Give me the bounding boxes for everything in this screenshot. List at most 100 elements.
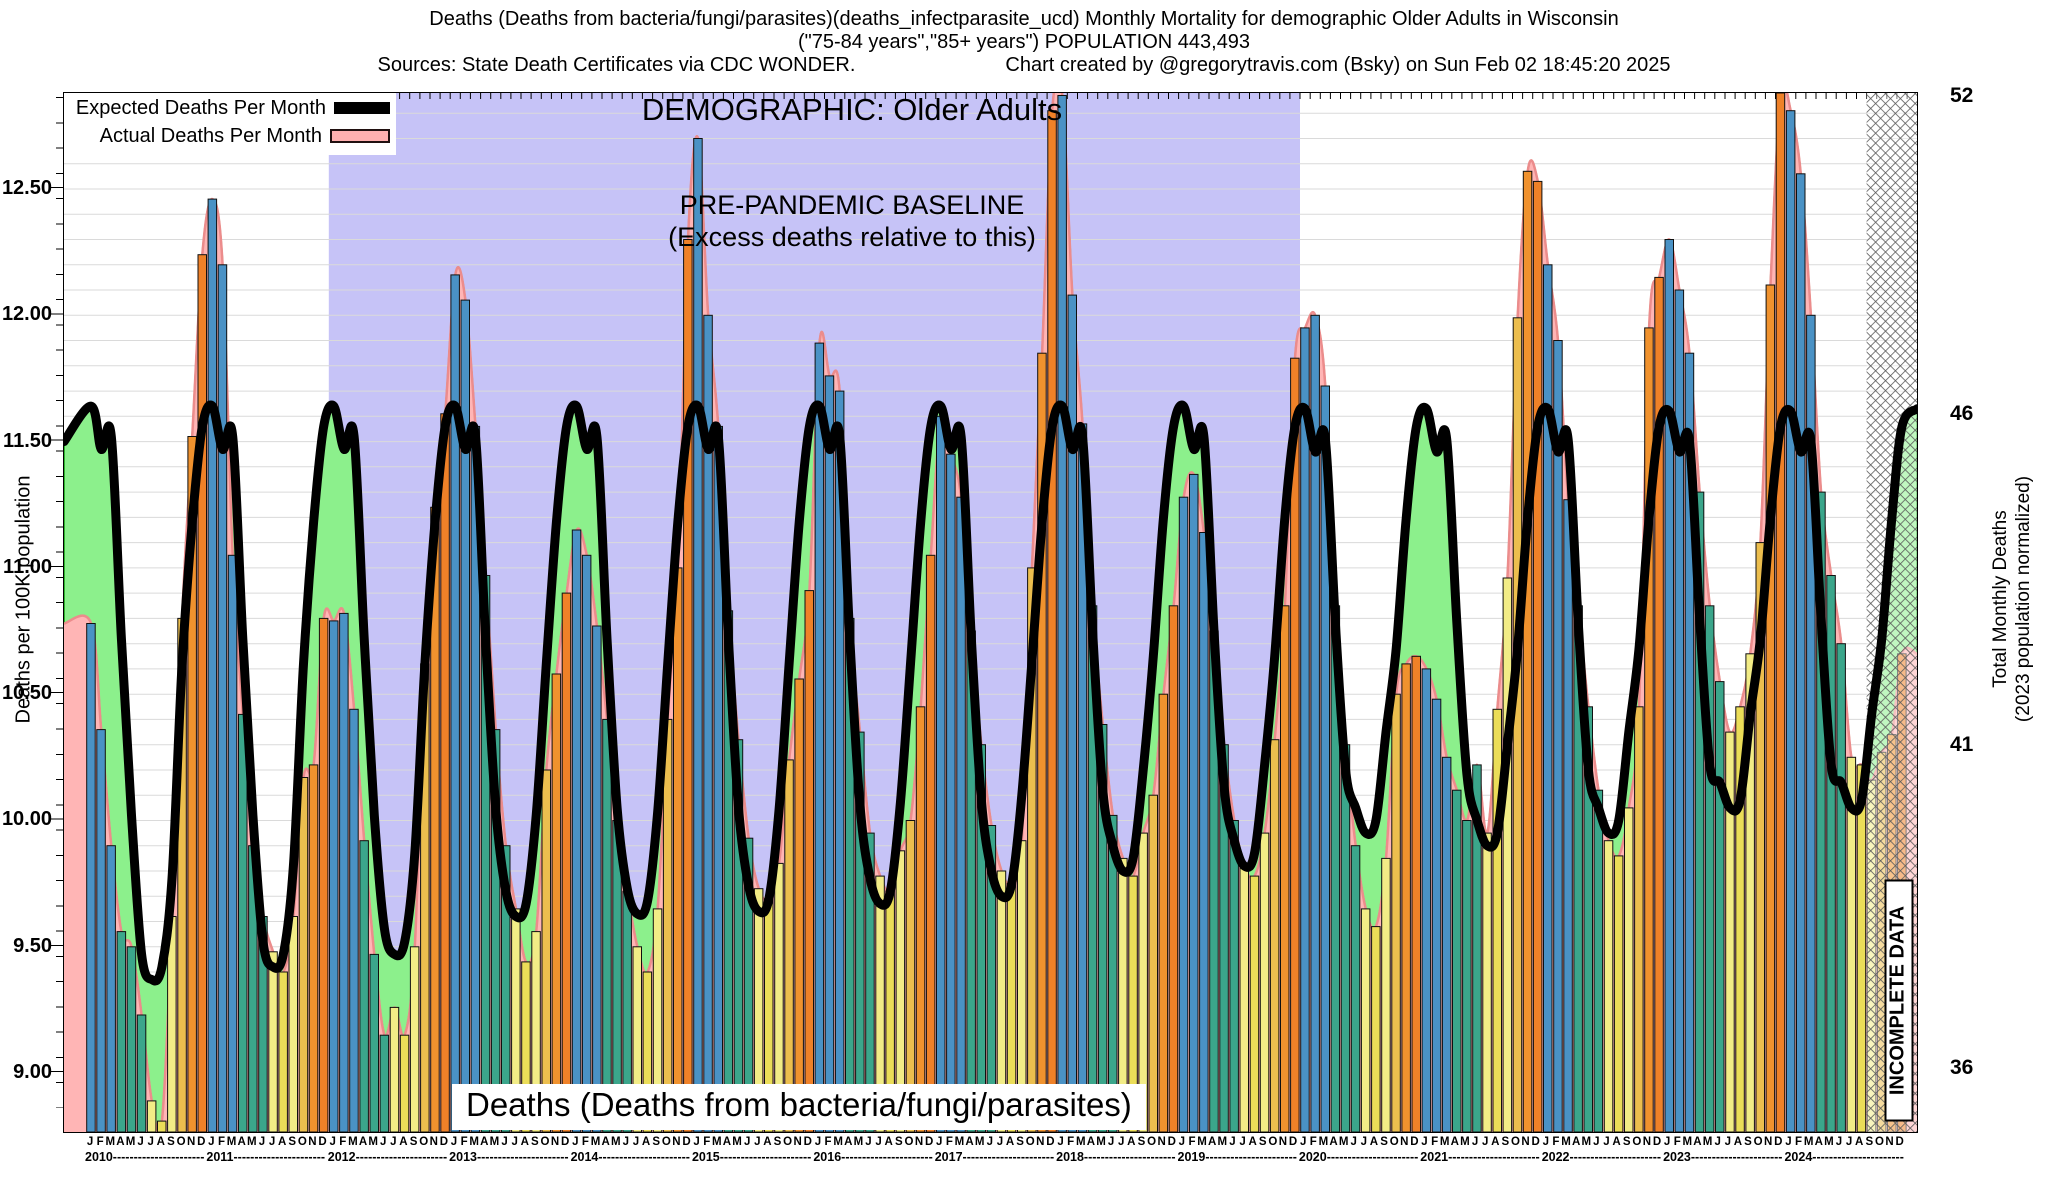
month-letter: F — [96, 1136, 104, 1148]
month-letter: O — [1753, 1136, 1763, 1148]
bar-2013-Oct — [541, 769, 551, 1133]
bar-2019-Jun — [1229, 820, 1239, 1133]
month-letter: S — [1744, 1136, 1752, 1148]
bar-2012-Aug — [399, 1034, 410, 1133]
month-letter: J — [1057, 1136, 1064, 1148]
month-letter: F — [824, 1136, 832, 1148]
bar-2017-Jan — [936, 415, 946, 1133]
right-axis-label-52: 52 — [1950, 83, 1974, 107]
month-letter: J — [986, 1136, 993, 1148]
month-letter: J — [754, 1136, 761, 1148]
month-letter: N — [429, 1136, 438, 1148]
month-letter: D — [1167, 1136, 1176, 1148]
month-letter: M — [1439, 1136, 1450, 1148]
bar-2014-Jan — [571, 529, 582, 1133]
month-letter: J — [380, 1136, 387, 1148]
bar-2017-Feb — [946, 453, 956, 1133]
bar-2012-Sep — [409, 946, 420, 1133]
bar-2021-Apr — [1452, 789, 1462, 1133]
bar-2012-Apr — [359, 840, 369, 1133]
month-letter: F — [581, 1136, 589, 1148]
month-letter: D — [1531, 1136, 1540, 1148]
month-letter: J — [743, 1136, 751, 1148]
month-letter: A — [1855, 1136, 1864, 1148]
month-letter: M — [469, 1136, 479, 1148]
month-letter: M — [1075, 1136, 1086, 1148]
bar-2022-Jan — [1543, 264, 1553, 1133]
month-letter: D — [439, 1136, 449, 1148]
bar-2023-Jun — [1715, 681, 1725, 1133]
bar-2011-Nov — [308, 764, 319, 1133]
month-letter: A — [641, 1136, 651, 1148]
baseline-annotation-title: PRE-PANDEMIC BASELINE — [679, 190, 1025, 220]
month-letter: J — [1663, 1136, 1671, 1148]
month-letter: N — [550, 1136, 560, 1148]
month-letter: F — [1309, 1136, 1317, 1148]
month-letter: N — [1521, 1136, 1530, 1148]
month-letter: J — [450, 1136, 458, 1148]
year-label-2014: 2014---------------------- — [570, 1150, 690, 1164]
month-letter: J — [693, 1136, 700, 1148]
bar-2023-Feb — [1674, 289, 1685, 1133]
bar-2010-Jul — [146, 1100, 157, 1133]
month-letter: M — [732, 1136, 742, 1148]
bar-2010-Aug — [157, 1120, 167, 1133]
legend-row-actual: Actual Deaths Per Month — [64, 123, 396, 149]
month-letter: A — [156, 1136, 165, 1148]
month-letter: A — [1733, 1136, 1743, 1148]
bar-2020-Jan — [1300, 327, 1310, 1133]
month-letter: O — [297, 1136, 307, 1148]
bar-2011-Oct — [298, 777, 309, 1133]
month-letter: D — [1652, 1136, 1662, 1148]
month-letter: M — [853, 1136, 864, 1148]
bar-2023-Jan — [1664, 239, 1674, 1133]
month-letter: S — [1622, 1136, 1631, 1148]
month-letter: A — [1571, 1136, 1581, 1148]
month-letter: M — [1096, 1136, 1106, 1148]
plot-area — [59, 73, 1922, 1135]
month-letter: A — [399, 1136, 408, 1148]
bar-2014-Nov — [673, 567, 683, 1133]
month-letter: F — [1188, 1136, 1196, 1148]
bar-2020-Sep — [1381, 857, 1391, 1133]
month-letter: J — [1593, 1136, 1600, 1148]
month-letter: A — [601, 1136, 610, 1148]
year-label-2017: 2017---------------------- — [934, 1150, 1055, 1164]
month-letter: N — [914, 1136, 924, 1148]
bar-2019-Oct — [1269, 739, 1280, 1133]
month-letter: F — [1552, 1136, 1560, 1148]
month-letter: S — [1380, 1136, 1388, 1148]
year-label-2016: 2016---------------------- — [813, 1150, 933, 1164]
month-letter: M — [1682, 1136, 1693, 1148]
bar-2024-Jan — [1785, 110, 1796, 1133]
bar-2020-Jul — [1360, 908, 1371, 1133]
month-letter: F — [945, 1136, 953, 1148]
month-letter: M — [105, 1136, 116, 1148]
month-letter: F — [217, 1136, 225, 1148]
bar-2024-Feb — [1796, 173, 1806, 1133]
month-letter: A — [1329, 1136, 1338, 1148]
bar-2016-Dec — [925, 554, 936, 1133]
bar-2012-Jun — [379, 1034, 390, 1133]
month-letter: O — [1025, 1136, 1035, 1148]
month-letter: J — [814, 1136, 822, 1148]
bar-2011-Apr — [238, 713, 248, 1133]
month-letter: S — [773, 1136, 782, 1148]
month-letter: S — [409, 1136, 418, 1148]
month-letter: M — [226, 1136, 237, 1148]
month-letter: M — [1197, 1136, 1207, 1148]
left-axis-label-9.00: 9.00 — [13, 1061, 52, 1084]
month-letter: D — [803, 1136, 812, 1148]
month-letter: N — [1885, 1136, 1894, 1148]
month-letter: D — [1895, 1136, 1904, 1148]
month-letter: D — [1774, 1136, 1783, 1148]
month-letter: O — [1147, 1136, 1157, 1148]
month-letter: S — [1258, 1136, 1267, 1148]
bar-2019-Nov — [1280, 605, 1290, 1133]
bar-2010-Apr — [116, 931, 127, 1133]
month-letter: J — [1421, 1136, 1428, 1148]
year-label-2018: 2018---------------------- — [1056, 1150, 1176, 1164]
month-letter: J — [1118, 1136, 1125, 1148]
bar-2019-Jan — [1178, 496, 1189, 1133]
bar-2018-Dec — [1168, 605, 1179, 1133]
